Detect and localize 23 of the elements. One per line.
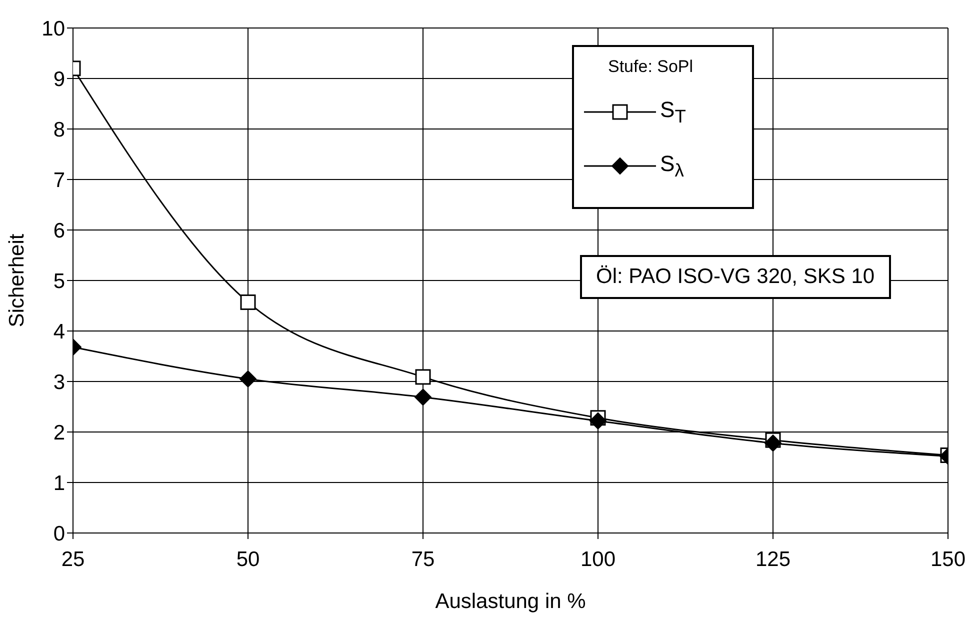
y-tick-label: 1	[53, 472, 65, 495]
y-tick-label: 2	[53, 421, 65, 444]
legend-label: S$_{T}$	[660, 96, 686, 128]
x-tick-label: 100	[580, 548, 616, 571]
y-tick-label: 10	[42, 17, 65, 40]
y-tick-label: 0	[53, 522, 65, 546]
x-axis-title: Auslastung in %	[435, 590, 586, 613]
y-axis-title: Sicherheit	[5, 234, 28, 328]
x-tick-label: 25	[61, 548, 85, 571]
legend-label: S$_{λ}$	[660, 150, 684, 182]
y-tick-label: 6	[53, 219, 65, 242]
y-tick-label: 4	[53, 320, 66, 344]
y-tick-label: 9	[53, 68, 65, 91]
y-tick-label: 3	[53, 370, 65, 394]
x-tick-label: 125	[755, 548, 791, 571]
x-tick-label: 50	[236, 548, 260, 571]
legend-title: Stufe: SoPl	[607, 57, 694, 77]
y-tick-label: 5	[53, 270, 65, 293]
x-tick-label: 150	[930, 548, 966, 571]
y-tick-label: 8	[53, 118, 65, 142]
y-tick-label: 7	[53, 168, 65, 192]
annotation: Öl: PAO ISO-VG 320, SKS 10	[580, 255, 891, 299]
x-tick-label: 75	[411, 548, 435, 571]
